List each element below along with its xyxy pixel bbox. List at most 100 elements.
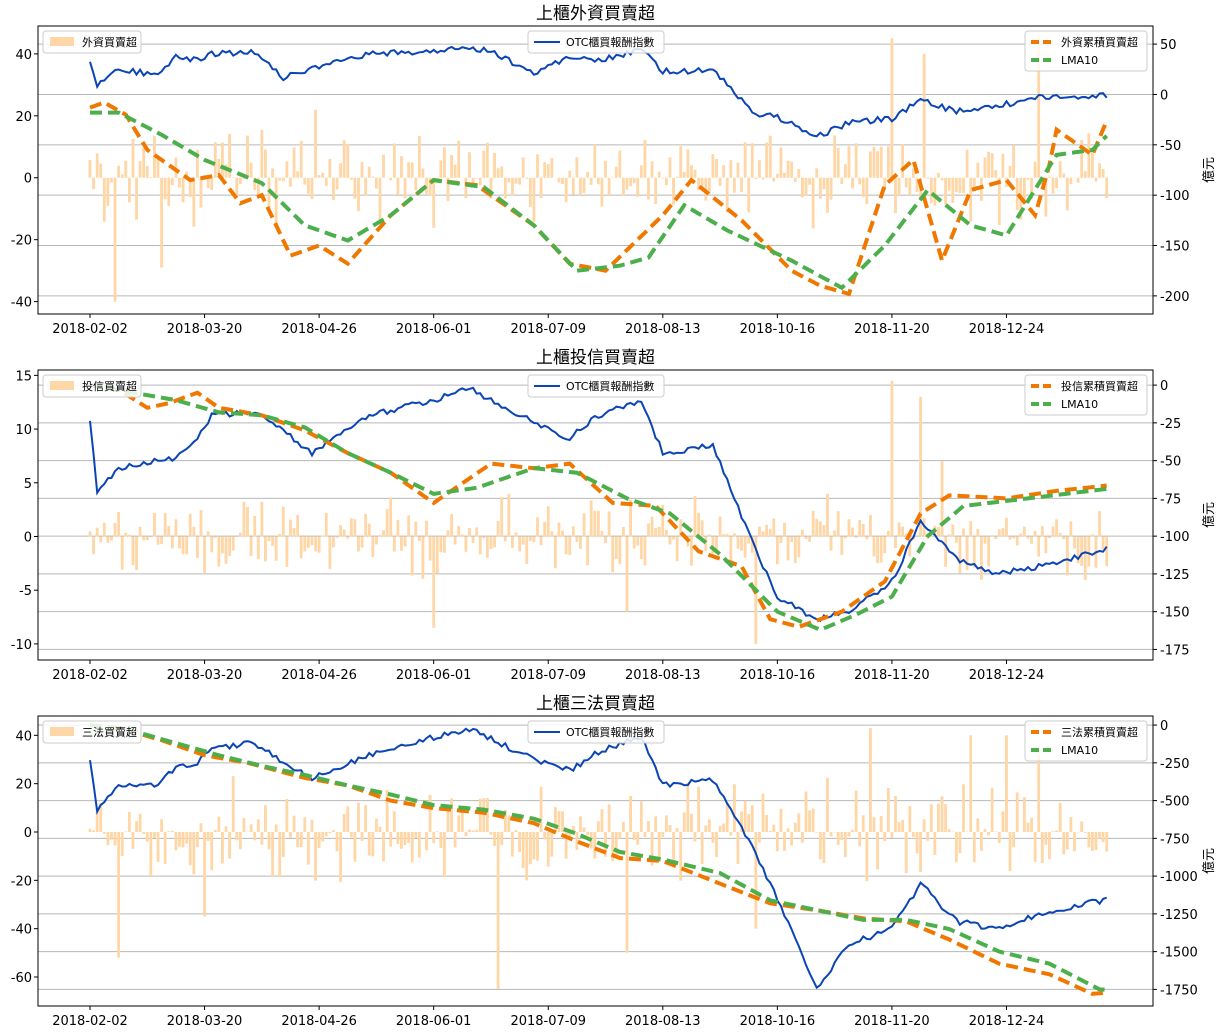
bar bbox=[206, 832, 210, 841]
bar bbox=[944, 536, 948, 567]
bar bbox=[432, 832, 436, 843]
bar bbox=[707, 177, 711, 195]
bar bbox=[593, 832, 597, 859]
bar bbox=[446, 530, 450, 537]
cumulative-line bbox=[89, 100, 1109, 297]
left-tick-label: -5 bbox=[19, 584, 32, 599]
bar bbox=[332, 177, 335, 201]
bar bbox=[758, 526, 761, 537]
bar bbox=[1062, 536, 1066, 540]
bar bbox=[611, 832, 615, 861]
bar bbox=[897, 522, 901, 537]
bar bbox=[532, 832, 536, 860]
bar bbox=[95, 153, 99, 178]
bar bbox=[890, 38, 894, 178]
bar bbox=[711, 832, 715, 843]
bar bbox=[919, 832, 922, 873]
bar bbox=[518, 536, 521, 552]
bar bbox=[987, 536, 990, 567]
bar bbox=[353, 519, 357, 537]
bar bbox=[500, 832, 504, 845]
bar bbox=[654, 177, 658, 204]
bar bbox=[818, 832, 822, 860]
left-tick-label: 15 bbox=[15, 369, 32, 384]
bar bbox=[614, 832, 618, 855]
bar bbox=[521, 832, 525, 869]
bar bbox=[142, 832, 146, 834]
bar bbox=[475, 829, 479, 832]
bar bbox=[439, 536, 443, 553]
bar bbox=[958, 536, 962, 574]
x-tick-label: 2018-11-20 bbox=[854, 322, 930, 337]
bar bbox=[733, 177, 736, 193]
bar bbox=[478, 177, 482, 186]
bar bbox=[861, 177, 865, 198]
bar bbox=[210, 536, 214, 553]
bar bbox=[954, 832, 958, 863]
bar bbox=[493, 832, 496, 846]
bar bbox=[1055, 830, 1058, 832]
bar bbox=[217, 816, 221, 832]
bar bbox=[174, 519, 178, 537]
bar bbox=[793, 177, 797, 183]
bar bbox=[142, 536, 146, 541]
bar bbox=[346, 806, 350, 832]
bar bbox=[299, 832, 303, 848]
bar bbox=[1033, 161, 1037, 178]
bar bbox=[879, 536, 883, 563]
bar bbox=[618, 832, 622, 839]
bar bbox=[1051, 831, 1055, 832]
bar bbox=[707, 534, 711, 537]
bar bbox=[765, 142, 769, 178]
bar bbox=[851, 829, 854, 832]
bar bbox=[88, 531, 92, 537]
bar bbox=[622, 526, 625, 537]
bar bbox=[435, 831, 439, 832]
left-tick-label: 10 bbox=[15, 423, 32, 438]
left-tick-label: 5 bbox=[24, 477, 32, 492]
x-tick-label: 2018-07-09 bbox=[510, 322, 586, 337]
bar bbox=[754, 832, 758, 929]
bar bbox=[428, 536, 432, 561]
bar bbox=[783, 522, 786, 537]
bar bbox=[127, 534, 131, 537]
bar bbox=[360, 536, 364, 548]
bar bbox=[507, 177, 511, 183]
bar bbox=[493, 152, 496, 178]
bar bbox=[854, 536, 858, 538]
bar bbox=[335, 177, 339, 190]
right-tick-label: 50 bbox=[1160, 38, 1177, 53]
bar bbox=[790, 832, 794, 846]
bar bbox=[543, 832, 547, 840]
bar bbox=[568, 832, 572, 841]
bar bbox=[1008, 536, 1012, 540]
bar bbox=[779, 536, 783, 543]
bar bbox=[872, 536, 876, 557]
bar bbox=[460, 534, 464, 537]
bar bbox=[131, 138, 135, 178]
bar bbox=[1026, 536, 1030, 539]
bar bbox=[933, 177, 937, 206]
bar bbox=[460, 811, 464, 832]
bar bbox=[922, 819, 926, 832]
bar bbox=[865, 832, 869, 882]
bar bbox=[153, 512, 156, 537]
x-tick-label: 2018-07-09 bbox=[510, 668, 586, 683]
bar bbox=[729, 536, 733, 564]
bar bbox=[206, 177, 210, 188]
bar bbox=[922, 53, 926, 178]
bar bbox=[443, 147, 446, 178]
bar bbox=[718, 516, 722, 537]
bar bbox=[650, 161, 654, 178]
bar bbox=[521, 536, 525, 545]
bar bbox=[503, 809, 507, 832]
bar bbox=[686, 782, 690, 832]
bar bbox=[586, 171, 590, 178]
bar-legend-label: 投信買賣超 bbox=[82, 379, 137, 393]
bar bbox=[682, 172, 686, 178]
bar bbox=[392, 536, 396, 552]
bar bbox=[475, 527, 479, 537]
bar bbox=[715, 159, 718, 178]
bar bbox=[561, 177, 564, 185]
